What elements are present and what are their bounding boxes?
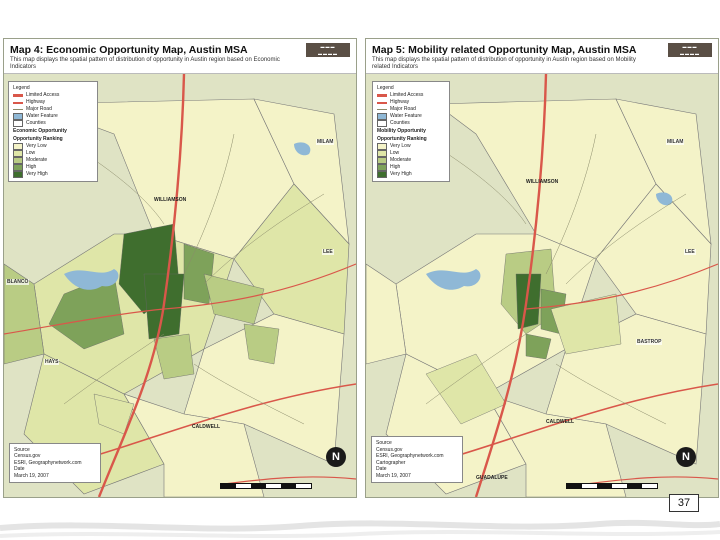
county-caldwell bbox=[485, 393, 627, 497]
road-5 bbox=[555, 363, 667, 425]
county-label-blanco: BLANCO bbox=[6, 279, 30, 285]
lake-travis bbox=[64, 269, 119, 290]
legend-ranking-title: Economic Opportunity bbox=[13, 128, 67, 134]
legend-rank-low: Low bbox=[377, 150, 445, 157]
town-label-williamson: WILLIAMSON bbox=[154, 197, 187, 203]
source-line: Census.gov bbox=[14, 453, 41, 459]
organization-logo: ▬▬▬ ▬▬▬▬ bbox=[306, 43, 350, 57]
map-header: Map 4: Economic Opportunity Map, Austin … bbox=[4, 39, 356, 74]
legend-item: Counties bbox=[13, 120, 93, 127]
road-4 bbox=[425, 333, 527, 405]
legend-item: Counties bbox=[377, 120, 445, 127]
legend-rank-high: High bbox=[377, 164, 445, 171]
legend-item: Major Road bbox=[377, 106, 445, 113]
legend-item: Water Feature bbox=[13, 113, 93, 120]
footer-decoration bbox=[0, 519, 720, 538]
legend-rank-moderate: Moderate bbox=[13, 157, 93, 164]
town-label-caldwell: CALDWELL bbox=[192, 424, 221, 430]
map-legend: Legend Limited Access Highway Major Road… bbox=[8, 81, 98, 182]
map-canvas bbox=[4, 74, 356, 497]
legend-rank-very-low: Very Low bbox=[13, 143, 93, 150]
map-subtitle: This map displays the spatial pattern of… bbox=[372, 57, 636, 70]
zone-moderate-east bbox=[203, 273, 265, 325]
source-line: Census.gov bbox=[376, 446, 403, 453]
town-label-guadalupe: GUADALUPE bbox=[476, 475, 508, 481]
zone-low-east bbox=[550, 293, 622, 355]
legend-item: Limited Access bbox=[377, 92, 445, 99]
zone-low-hays bbox=[425, 353, 507, 425]
source-label: Source bbox=[14, 446, 30, 453]
town-label-caldwell: CALDWELL bbox=[546, 419, 575, 425]
interstate-35 bbox=[97, 74, 186, 497]
legend-title: Legend bbox=[377, 85, 394, 91]
interstate-35 bbox=[474, 74, 548, 497]
north-arrow-icon: N bbox=[676, 447, 696, 467]
lake-north bbox=[294, 142, 311, 156]
road-3 bbox=[565, 193, 687, 285]
legend-rank-very-high: Very High bbox=[377, 171, 445, 178]
zone-high-south bbox=[525, 333, 552, 360]
county-label-hays: HAYS bbox=[44, 359, 60, 365]
map-subtitle: This map displays the spatial pattern of… bbox=[10, 57, 280, 70]
legend-rank-high: High bbox=[13, 164, 93, 171]
zone-moderate-bastrop bbox=[243, 323, 280, 365]
source-line: Date bbox=[376, 466, 387, 472]
page-number: 37 bbox=[669, 494, 699, 512]
scale-bar bbox=[220, 483, 312, 489]
legend-item: Highway bbox=[377, 99, 445, 106]
legend-ranking-subtitle: Opportunity Ranking bbox=[13, 136, 63, 142]
road-3 bbox=[203, 193, 325, 285]
town-label-williamson: WILLIAMSON bbox=[526, 179, 559, 185]
source-line: March 19, 2007 bbox=[14, 472, 49, 479]
source-line: March 19, 2007 bbox=[376, 472, 411, 479]
economic-opportunity-map: Map 4: Economic Opportunity Map, Austin … bbox=[3, 38, 357, 498]
lake-travis bbox=[426, 269, 481, 290]
scale-bar bbox=[566, 483, 658, 489]
highway-east bbox=[525, 263, 718, 310]
map-title: Map 5: Mobility related Opportunity Map,… bbox=[372, 44, 637, 56]
mobility-opportunity-map: Map 5: Mobility related Opportunity Map,… bbox=[365, 38, 719, 498]
road-2 bbox=[545, 133, 597, 275]
county-label-milam: MILAM bbox=[316, 139, 335, 145]
legend-rank-low: Low bbox=[13, 150, 93, 157]
source-line: ESRI, Geographynetwork.com bbox=[376, 453, 444, 459]
road-2 bbox=[183, 133, 235, 275]
legend-item: Major Road bbox=[13, 106, 93, 113]
zone-very-high-core bbox=[515, 273, 542, 330]
highway-south bbox=[585, 476, 718, 485]
county-label-lee: LEE bbox=[322, 249, 334, 255]
highway-east bbox=[163, 263, 356, 310]
county-label-milam: MILAM bbox=[666, 139, 685, 145]
map-header: Map 5: Mobility related Opportunity Map,… bbox=[366, 39, 718, 74]
source-label: Source bbox=[376, 440, 392, 446]
county-caldwell bbox=[123, 393, 265, 497]
legend-rank-very-low: Very Low bbox=[377, 143, 445, 150]
legend-title: Legend bbox=[13, 85, 30, 91]
road-5 bbox=[193, 363, 305, 425]
legend-item: Highway bbox=[13, 99, 93, 106]
highway-west bbox=[4, 308, 165, 335]
north-arrow-icon: N bbox=[326, 447, 346, 467]
legend-rank-moderate: Moderate bbox=[377, 157, 445, 164]
source-box: Source Census.gov ESRI, Geographynetwork… bbox=[371, 436, 463, 483]
legend-ranking-subtitle: Opportunity Ranking bbox=[377, 136, 427, 142]
source-line: Cartographer bbox=[376, 459, 406, 466]
source-line: Date bbox=[14, 466, 25, 472]
map-canvas bbox=[366, 74, 718, 497]
map-legend: Legend Limited Access Highway Major Road… bbox=[372, 81, 450, 182]
county-label-lee: LEE bbox=[684, 249, 696, 255]
source-line: ESRI, Geographynetwork.com bbox=[14, 459, 82, 466]
map-title: Map 4: Economic Opportunity Map, Austin … bbox=[10, 44, 248, 56]
county-label-bastrop: BASTROP bbox=[636, 339, 663, 345]
zone-moderate-south bbox=[153, 333, 195, 380]
road-4 bbox=[63, 333, 165, 405]
legend-item: Limited Access bbox=[13, 92, 93, 99]
highway-south bbox=[223, 476, 356, 485]
legend-rank-very-high: Very High bbox=[13, 171, 93, 178]
legend-ranking-title: Mobility Opportunity bbox=[377, 128, 426, 134]
lake-east bbox=[656, 192, 673, 206]
organization-logo: ▬▬▬ ▬▬▬▬ bbox=[668, 43, 712, 57]
source-box: Source Census.gov ESRI, Geographynetwork… bbox=[9, 442, 101, 483]
legend-item: Water Feature bbox=[377, 113, 445, 120]
